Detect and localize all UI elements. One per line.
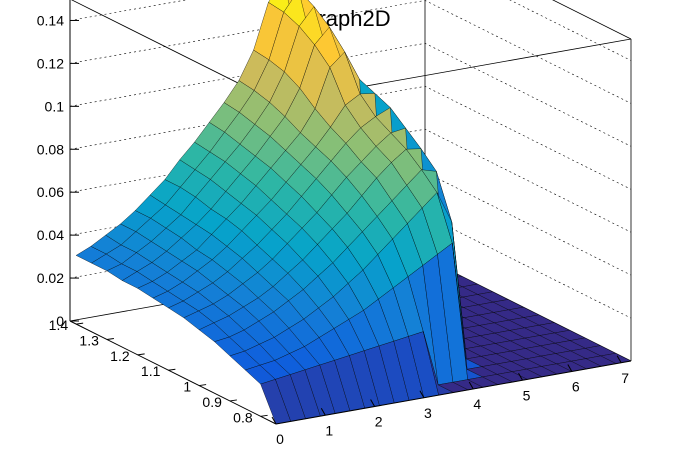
y-tick-label: 0.9 <box>202 394 222 410</box>
frame-edge-top-right <box>552 0 632 40</box>
y-tick-mark <box>137 353 145 356</box>
y-tick-label: 1 <box>183 379 191 395</box>
x-tick-mark <box>468 381 474 390</box>
z-axis-ticks: 0 0.02 0.04 0.06 0.08 0.1 0.12 0.14 <box>37 12 79 329</box>
z-grid-line <box>69 85 632 190</box>
z-tick-label: 0.04 <box>37 227 64 243</box>
x-tick-mark <box>419 390 425 398</box>
surface-cell <box>268 0 293 13</box>
y-axis-ticks: 0.8 0.9 1 1.1 1.2 1.3 1.4 <box>49 317 268 425</box>
x-tick-mark <box>567 364 573 372</box>
y-tick-mark <box>106 337 114 340</box>
y-tick-mark <box>168 368 176 371</box>
x-tick-mark <box>616 355 622 363</box>
z-tick-label: 0 <box>56 313 64 329</box>
y-axis-line <box>69 320 277 425</box>
z-grid-line <box>69 42 632 147</box>
x-tick-label: 1 <box>325 422 333 438</box>
z-tick-label: 0.12 <box>37 55 64 71</box>
x-tick-label: 3 <box>424 405 432 421</box>
x-tick-label: 6 <box>572 379 580 395</box>
z-tick-label: 0.14 <box>37 12 64 28</box>
x-tick-label: 7 <box>621 370 629 386</box>
surface-plot <box>75 0 632 425</box>
x-tick-label: 2 <box>375 414 383 430</box>
y-tick-label: 1.3 <box>79 332 99 348</box>
z-tick-label: 0.02 <box>37 270 64 286</box>
y-tick-mark <box>76 322 84 325</box>
x-tick-mark <box>320 408 326 416</box>
y-tick-label: 0.8 <box>233 409 253 425</box>
y-tick-mark <box>260 414 268 417</box>
x-tick-mark <box>271 416 277 425</box>
z-grid-line <box>69 0 632 104</box>
x-tick-mark <box>370 399 376 407</box>
x-tick-label: 5 <box>523 387 531 403</box>
y-tick-label: 1.4 <box>49 317 69 333</box>
x-axis-ticks: 0 1 2 3 4 5 6 7 <box>271 355 629 447</box>
z-tick-label: 0.1 <box>45 98 65 114</box>
x-tick-mark <box>518 373 523 381</box>
y-tick-mark <box>199 384 207 387</box>
y-tick-label: 1.1 <box>141 363 161 379</box>
y-tick-mark <box>229 399 237 402</box>
y-tick-label: 1.2 <box>110 348 130 364</box>
z-tick-label: 0.08 <box>37 141 64 157</box>
z-tick-label: 0.06 <box>37 184 64 200</box>
x-tick-label: 0 <box>276 431 284 447</box>
x-tick-label: 4 <box>473 396 481 412</box>
